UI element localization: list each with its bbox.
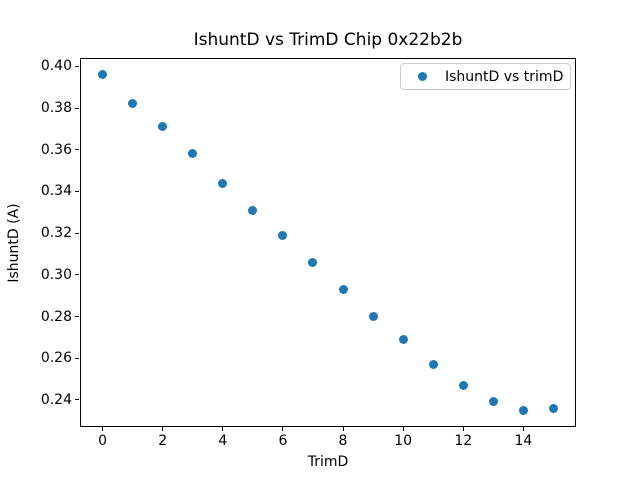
legend-entry-label: IshuntD vs trimD — [445, 68, 564, 85]
y-tick-label: 0.26 — [40, 350, 72, 367]
chart-title: IshuntD vs TrimD Chip 0x22b2b — [193, 30, 463, 50]
x-tick-label: 12 — [454, 433, 473, 449]
y-tick-mark — [75, 65, 79, 67]
data-point — [458, 380, 468, 390]
data-point — [218, 178, 228, 188]
data-point — [338, 284, 348, 294]
x-tick-mark — [462, 427, 464, 431]
x-tick-label: 4 — [218, 433, 228, 449]
y-axis-label: IshuntD (A) — [6, 203, 22, 283]
data-point — [518, 405, 528, 415]
y-tick-label: 0.24 — [40, 391, 72, 408]
x-tick-mark — [522, 427, 524, 431]
data-point — [128, 99, 138, 109]
y-tick-label: 0.36 — [40, 141, 72, 158]
y-tick-label: 0.38 — [40, 100, 72, 117]
data-point — [308, 257, 318, 267]
x-axis-label: TrimD — [307, 454, 349, 470]
x-tick-mark — [162, 427, 164, 431]
y-tick-label: 0.34 — [40, 183, 72, 200]
legend-marker-icon — [418, 72, 427, 81]
y-tick-mark — [75, 149, 79, 151]
x-tick-mark — [342, 427, 344, 431]
data-point — [368, 312, 378, 321]
x-tick-mark — [222, 427, 224, 431]
x-tick-label: 14 — [514, 433, 533, 449]
data-point — [248, 205, 258, 215]
y-tick-mark — [75, 190, 79, 192]
y-tick-mark — [75, 232, 79, 234]
y-tick-mark — [75, 107, 79, 109]
x-tick-label: 6 — [278, 433, 288, 449]
plot-area — [80, 58, 576, 427]
data-point — [398, 334, 408, 344]
y-tick-mark — [75, 399, 79, 401]
x-tick-label: 10 — [394, 433, 413, 449]
y-tick-label: 0.30 — [40, 266, 72, 283]
data-point — [488, 397, 498, 407]
y-tick-mark — [75, 274, 79, 276]
y-tick-label: 0.40 — [40, 58, 72, 75]
y-tick-mark — [75, 316, 79, 317]
x-tick-label: 8 — [338, 433, 348, 449]
x-tick-label: 2 — [158, 433, 168, 449]
data-point — [548, 403, 558, 413]
data-point — [188, 149, 198, 159]
data-point — [158, 122, 168, 132]
legend-box: IshuntD vs trimD — [400, 63, 571, 90]
x-tick-mark — [102, 427, 104, 431]
data-point — [98, 70, 108, 80]
x-tick-mark — [282, 427, 284, 431]
y-tick-label: 0.28 — [40, 308, 72, 325]
y-tick-mark — [75, 357, 79, 359]
x-tick-mark — [402, 427, 404, 431]
data-point — [278, 230, 288, 240]
data-point — [428, 359, 438, 369]
y-tick-label: 0.32 — [40, 225, 72, 242]
x-tick-label: 0 — [98, 433, 107, 449]
